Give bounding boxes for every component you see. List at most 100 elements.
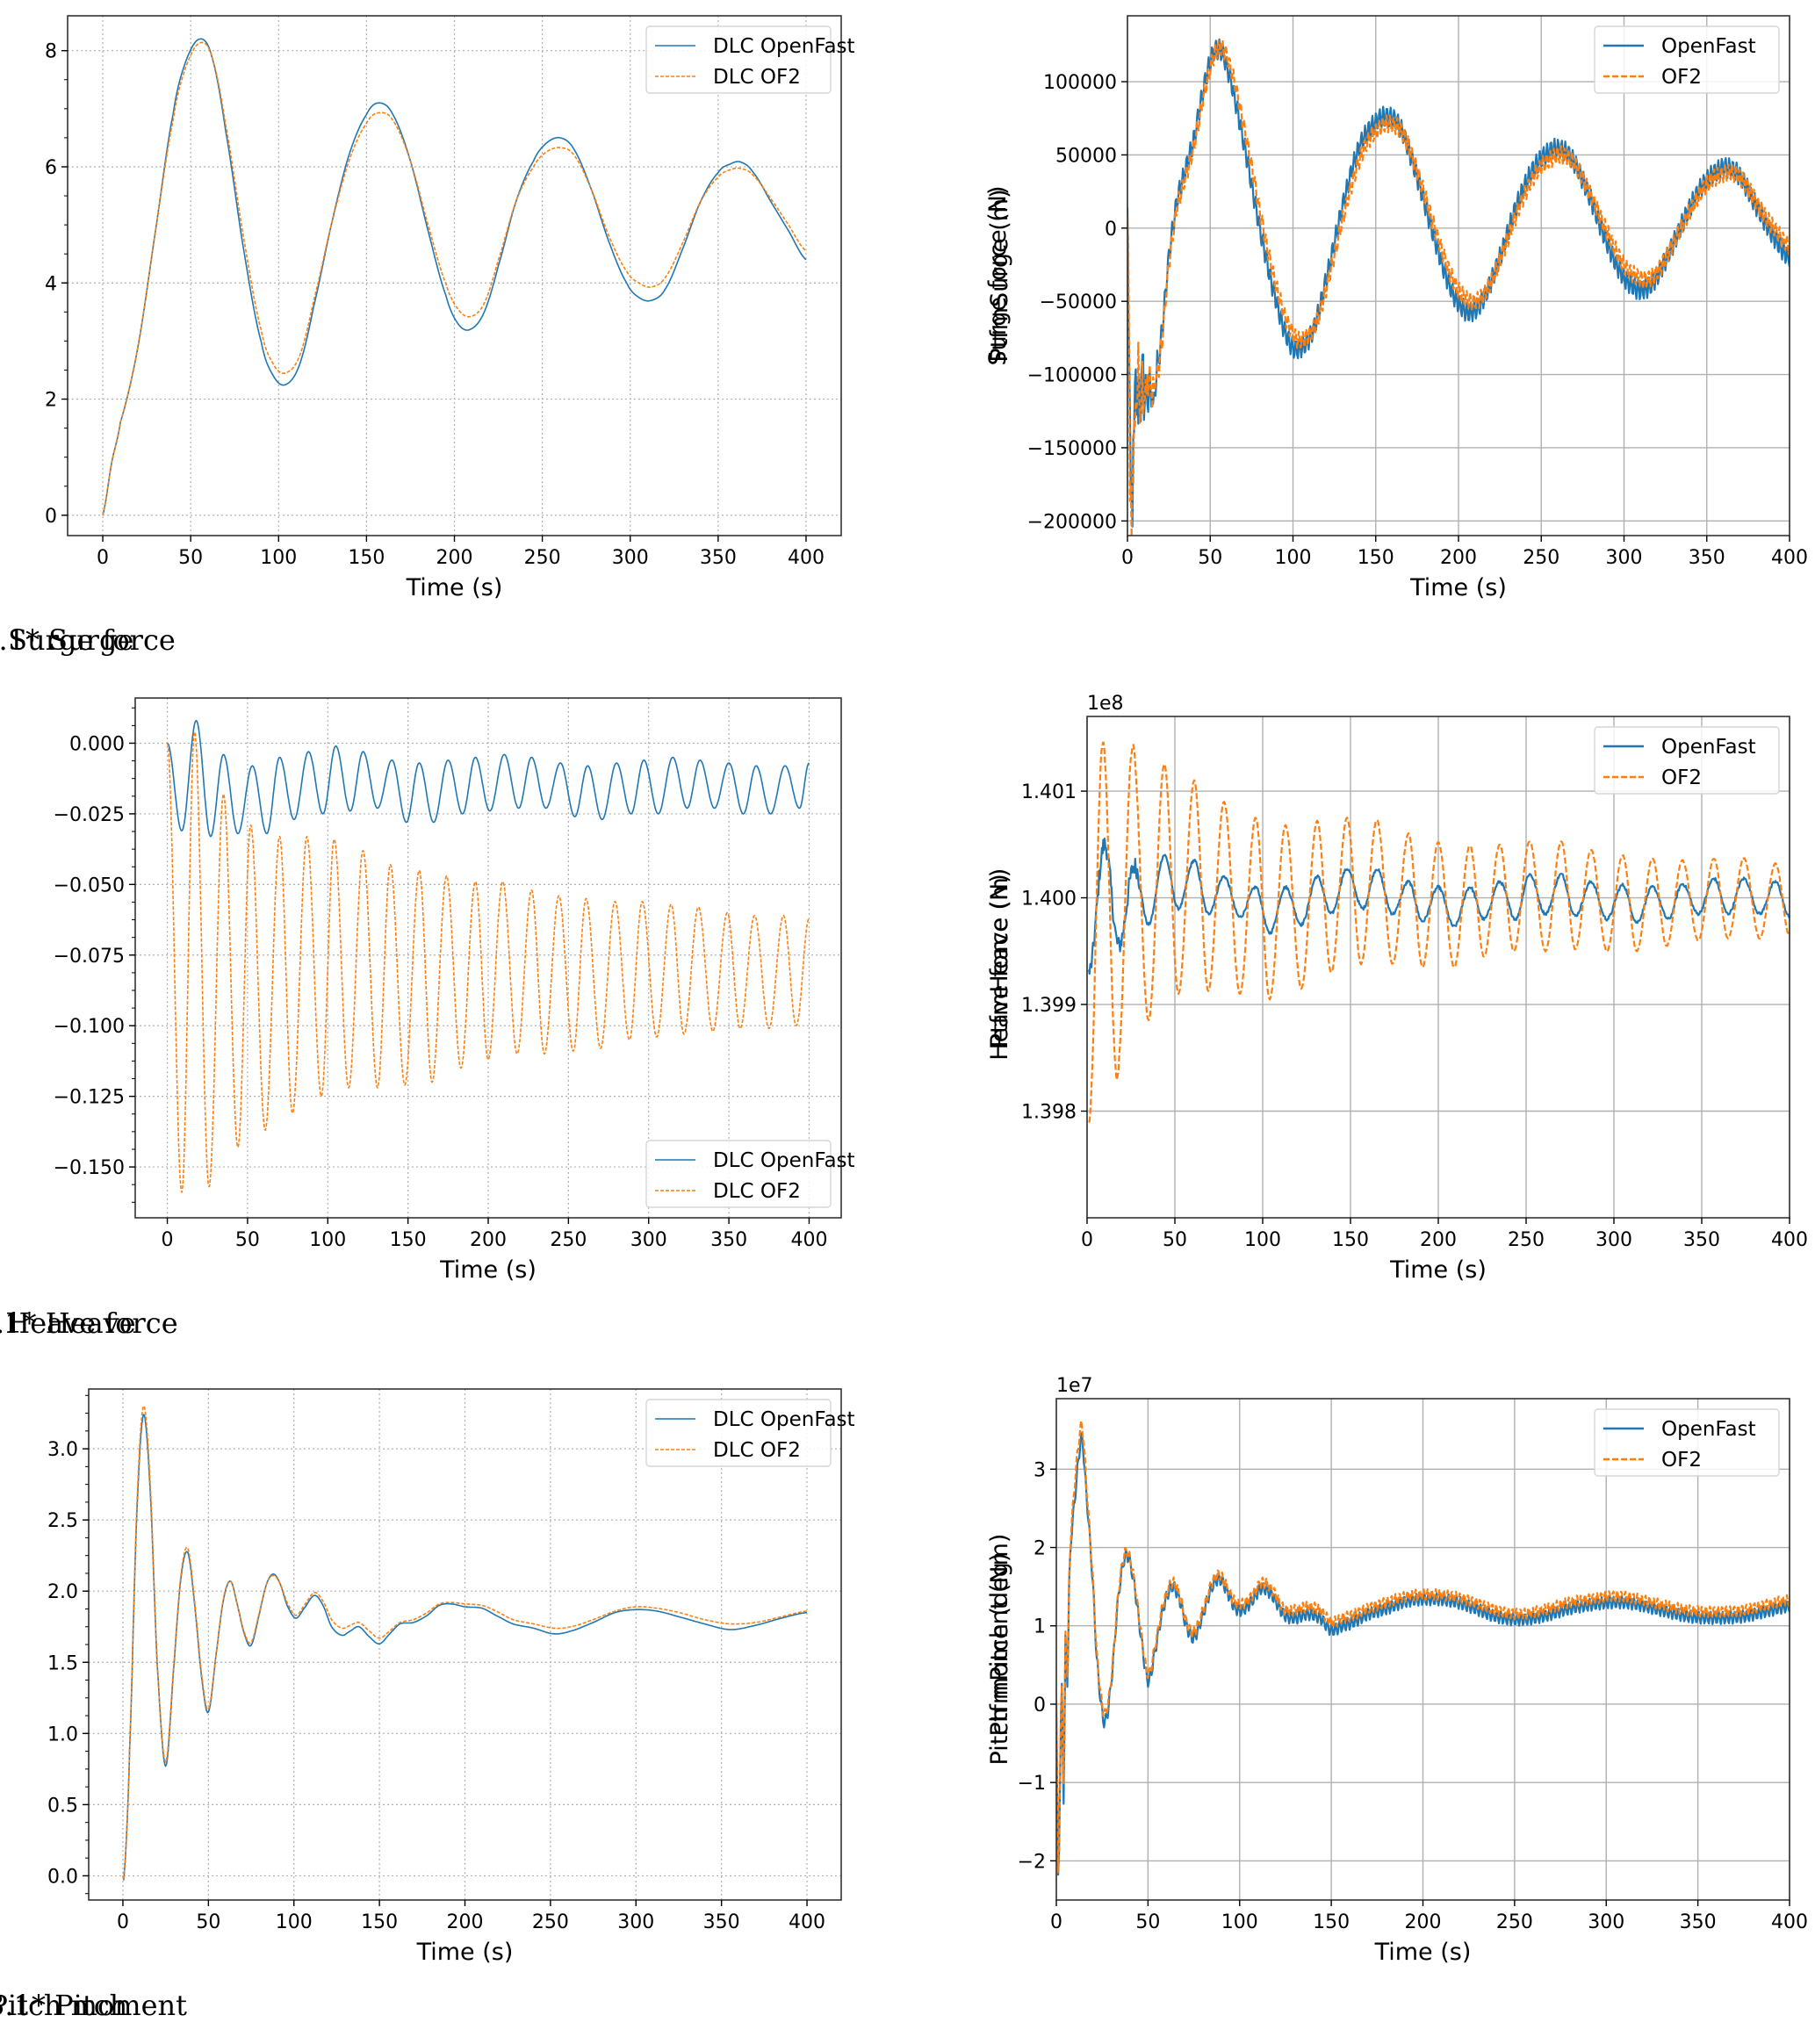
series-group — [1056, 1419, 1790, 1876]
x-tick-label: 400 — [789, 1911, 825, 1933]
x-tick-label: 150 — [348, 547, 385, 569]
x-tick-label: 50 — [235, 1229, 260, 1251]
y-tick-label: 2 — [45, 390, 57, 412]
series-line-openfast — [167, 719, 810, 838]
x-axis-label: Time (s) — [439, 1256, 537, 1284]
y-tick-label: 2 — [1034, 1538, 1046, 1560]
y-tick-label: 0.5 — [47, 1795, 78, 1817]
x-tick-label: 350 — [1689, 547, 1725, 569]
x-tick-label: 150 — [361, 1911, 398, 1933]
series-group — [1087, 741, 1790, 1123]
x-tick-label: 0 — [1081, 1229, 1093, 1251]
y-axis: −2 −1 0 1 2 3 — [1018, 1459, 1056, 1873]
y-tick-label: −0.150 — [54, 1157, 125, 1179]
x-tick-label: 0 — [162, 1229, 174, 1251]
x-axis-label: Time (s) — [1389, 1256, 1487, 1284]
legend-label: OF2 — [1661, 1449, 1702, 1472]
panel-f: 0 50 100 150 200 250 300 350 400 −2 −1 0 1 2 3 Time (s)… — [0, 1375, 1808, 2022]
x-tick-label: 0 — [97, 547, 109, 569]
series-line-openfast — [122, 1414, 808, 1881]
x-tick-label: 400 — [1771, 1229, 1808, 1251]
legend: DLC OpenFast DLC OF2 — [645, 1140, 855, 1208]
x-tick-label: 300 — [1606, 547, 1643, 569]
x-tick-label: 350 — [710, 1229, 747, 1251]
x-tick-label: 300 — [617, 1911, 654, 1933]
panel-b: 0 50 100 150 200 250 300 350 400−200000−150000−1… — [0, 15, 1808, 657]
legend: OpenFast OF2 — [1594, 1408, 1780, 1477]
x-tick-label: 200 — [447, 1911, 484, 1933]
panel-a: 0 50 100 150 200 250 300 350 400 0 2 4 6 8 Time (s) Ptf… — [0, 15, 1013, 657]
legend-label: DLC OF2 — [713, 1180, 801, 1203]
x-tick-label: 100 — [1221, 1911, 1258, 1933]
y-axis-label: PtfmPitch (deg) — [986, 1553, 1013, 1737]
subfigure-caption: (b) LC 3.1* Surge force — [0, 623, 176, 657]
x-axis-label: Time (s) — [1374, 1939, 1472, 1966]
x-tick-label: 100 — [260, 547, 297, 569]
y-tick-label: −0.125 — [54, 1087, 125, 1109]
axis-offset-text: 1e8 — [1087, 693, 1124, 715]
y-tick-label: 0 — [45, 506, 57, 528]
x-tick-label: 100 — [309, 1229, 346, 1251]
y-axis-label: Surge force (N) — [984, 185, 1012, 365]
x-tick-label: 0 — [117, 1911, 129, 1933]
x-tick-label: 400 — [1771, 1911, 1808, 1933]
x-tick-label: 50 — [178, 547, 203, 569]
y-tick-label: 6 — [45, 157, 57, 179]
series-line-of2 — [1127, 39, 1790, 536]
y-tick-label: 2.5 — [47, 1510, 78, 1532]
y-tick-label: −1 — [1018, 1773, 1046, 1795]
subfigure-caption: (e) LC 3.1* Pitch — [0, 1989, 127, 2022]
x-tick-label: 400 — [790, 1229, 827, 1251]
y-tick-label: −100000 — [1027, 365, 1117, 387]
x-tick-label: 200 — [1420, 1229, 1457, 1251]
legend: OpenFast OF2 — [1594, 25, 1780, 94]
legend-label: OF2 — [1661, 66, 1702, 89]
x-tick-label: 150 — [1313, 1911, 1350, 1933]
y-tick-label: 8 — [45, 41, 57, 63]
x-tick-label: 50 — [1135, 1911, 1160, 1933]
x-tick-label: 250 — [532, 1911, 569, 1933]
x-axis: 0 50 100 150 200 250 300 350 400 — [1121, 536, 1808, 569]
y-tick-label: 0.0 — [47, 1866, 78, 1888]
y-tick-label: 0.000 — [69, 733, 125, 755]
y-axis-label: PtfmHeave (m) — [986, 868, 1013, 1048]
x-tick-label: 100 — [1275, 547, 1312, 569]
legend-label: OpenFast — [1661, 736, 1756, 759]
x-tick-label: 100 — [276, 1911, 313, 1933]
x-axis-label: Time (s) — [1409, 574, 1507, 601]
x-tick-label: 200 — [436, 547, 473, 569]
y-axis: −200000 −150000 −100000 −50000 0 50000 100000 — [1027, 72, 1127, 533]
x-axis: 0 50 100 150 200 250 300 350 400 — [97, 536, 825, 569]
x-tick-label: 100 — [1244, 1229, 1281, 1251]
y-tick-label: −0.075 — [54, 946, 125, 968]
x-tick-label: 250 — [1496, 1911, 1533, 1933]
x-tick-label: 250 — [1523, 547, 1559, 569]
y-tick-label: −0.025 — [54, 804, 125, 826]
y-tick-label: −2 — [1018, 1851, 1046, 1873]
x-axis: 0 50 100 150 200 250 300 350 400 — [162, 1218, 827, 1251]
y-tick-label: 1.401 — [1021, 781, 1077, 803]
legend: DLC OpenFast DLC OF2 — [645, 25, 855, 94]
x-axis-label: Time (s) — [406, 574, 503, 601]
series-line-of2 — [166, 731, 810, 1193]
series-group — [122, 1405, 808, 1881]
y-axis-label: Heave force (N) — [986, 874, 1013, 1060]
x-tick-label: 400 — [1771, 547, 1808, 569]
series-group — [166, 719, 810, 1193]
x-tick-label: 300 — [1595, 1229, 1632, 1251]
y-tick-label: 1.0 — [47, 1724, 78, 1745]
series-line-of2 — [102, 41, 807, 516]
y-tick-label: 1.398 — [1021, 1102, 1077, 1124]
x-tick-label: 200 — [470, 1229, 507, 1251]
axis-offset-text: 1e7 — [1056, 1375, 1093, 1397]
x-tick-label: 250 — [550, 1229, 587, 1251]
y-tick-label: 0 — [1105, 219, 1117, 241]
series-line-openfast — [1087, 838, 1790, 975]
series-line-of2 — [1056, 1419, 1790, 1874]
panel-d: 0 50 100 150 200 250 300 350 4001.3981.3991.4001… — [0, 693, 1808, 1340]
subfigure-caption: (c) LC 3.1* Heave — [0, 1306, 136, 1340]
y-tick-label: 0 — [1034, 1695, 1046, 1717]
x-tick-label: 350 — [700, 547, 737, 569]
legend-label: OpenFast — [1661, 35, 1756, 58]
y-tick-label: −50000 — [1040, 291, 1117, 313]
